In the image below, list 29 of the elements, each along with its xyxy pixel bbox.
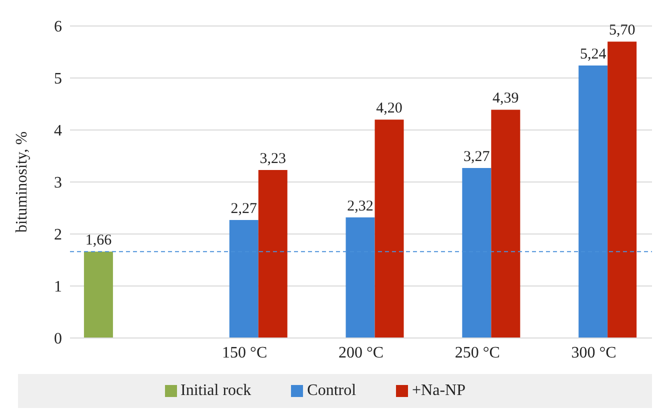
bar — [491, 110, 520, 338]
y-tick-label: 6 — [54, 18, 62, 36]
x-tick-label: 250 °C — [454, 344, 500, 362]
y-tick-label: 4 — [54, 122, 62, 140]
data-label: 2,27 — [230, 200, 258, 217]
y-tick-label: 3 — [54, 174, 62, 192]
bar — [374, 120, 404, 338]
bar — [608, 42, 637, 338]
data-label: 4,20 — [376, 100, 402, 117]
y-tick-label: 5 — [54, 70, 62, 88]
data-label: 2,32 — [347, 198, 374, 214]
bar — [84, 252, 113, 338]
data-label: 5,70 — [608, 22, 636, 39]
bar — [258, 170, 288, 338]
y-tick-label: 1 — [54, 278, 62, 296]
data-label: 4,39 — [492, 90, 519, 107]
data-label: 5,24 — [580, 46, 607, 63]
data-label: 3,23 — [260, 151, 286, 168]
x-tick-label: 150 °C — [222, 344, 268, 362]
legend-label: +Na-NP — [412, 382, 466, 399]
legend-label: Control — [307, 382, 356, 399]
x-tick-label: 200 °C — [338, 344, 384, 362]
legend-label: Initial rock — [180, 382, 252, 399]
y-axis-title: bituminosity, % — [14, 131, 31, 233]
data-label: 1,66 — [85, 232, 112, 249]
y-tick-label: 2 — [54, 226, 62, 244]
data-label: 3,27 — [464, 148, 490, 165]
y-tick-label: 0 — [54, 330, 62, 348]
x-tick-label: 300 °C — [571, 344, 616, 362]
